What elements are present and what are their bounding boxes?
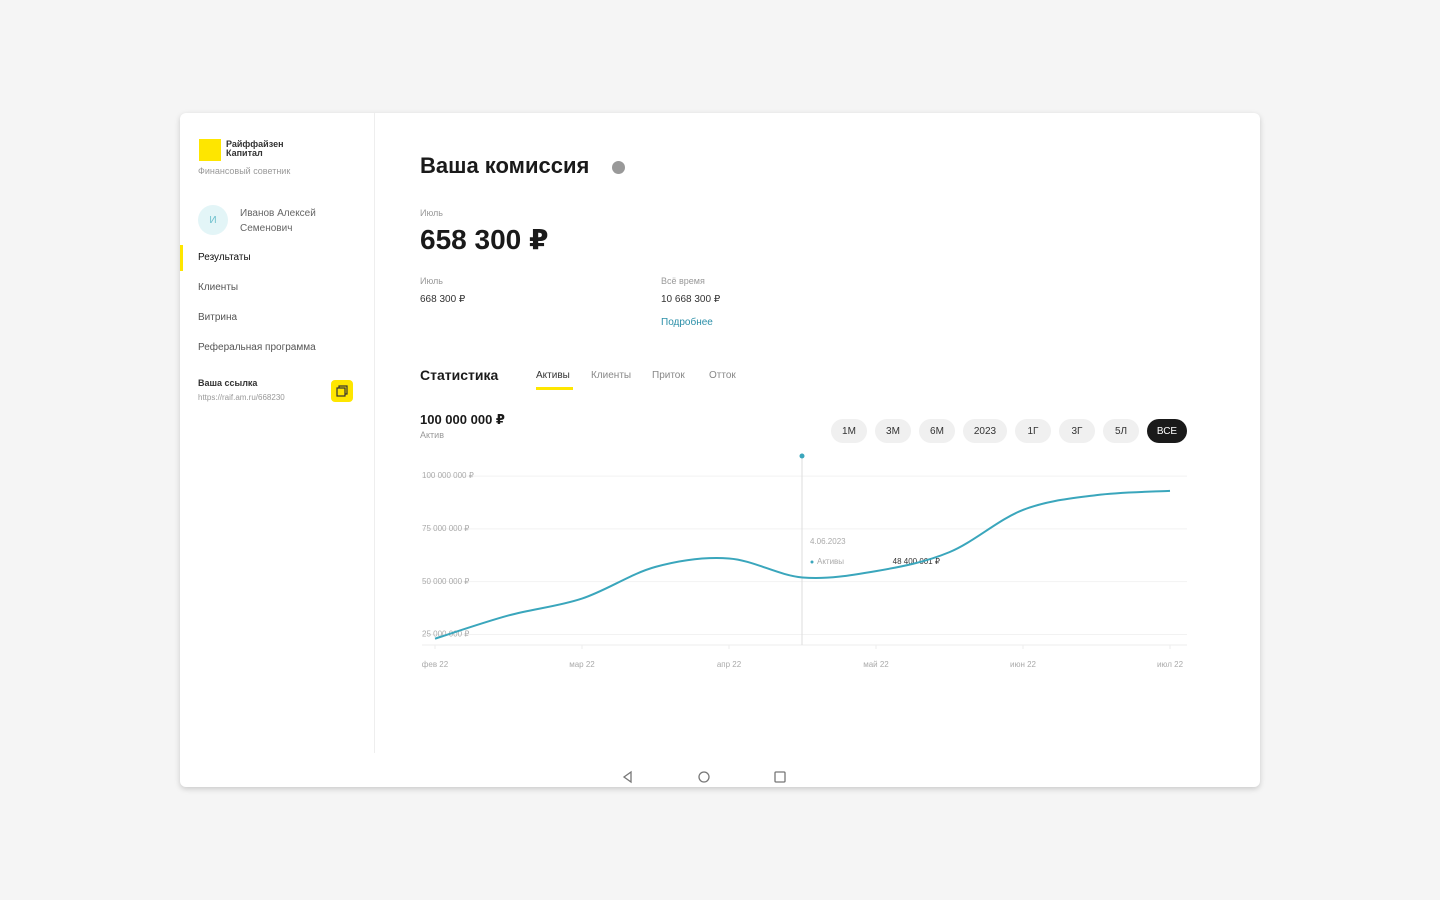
tab-indicator bbox=[536, 387, 573, 390]
tooltip-box bbox=[804, 530, 944, 574]
nav-item[interactable]: Витрина bbox=[198, 312, 238, 323]
nav-item[interactable]: Клиенты bbox=[198, 282, 239, 293]
recents-button[interactable] bbox=[772, 769, 788, 785]
copy-icon bbox=[336, 385, 348, 397]
tooltip-value: 48 400 001 ₽ bbox=[893, 557, 940, 566]
y-tick-label: 75 000 000 ₽ bbox=[422, 524, 469, 533]
period-button[interactable]: 5Л bbox=[1103, 419, 1139, 443]
stats-total-label: Актив bbox=[420, 430, 444, 440]
tab[interactable]: Активы bbox=[536, 370, 570, 381]
x-tick-label: мар 22 bbox=[569, 660, 595, 669]
series-line bbox=[434, 489, 1171, 640]
item-value: 668 300 ₽ bbox=[420, 294, 466, 305]
nav-item[interactable]: Результаты bbox=[198, 252, 251, 263]
sidebar: Райффайзен Капитал Финансовый советник И… bbox=[180, 113, 375, 753]
stats-total: 100 000 000 ₽ bbox=[420, 412, 505, 427]
nav-indicator bbox=[180, 245, 183, 271]
period-button[interactable]: 3М bbox=[875, 419, 911, 443]
logo-sub: Финансовый советник bbox=[198, 166, 291, 176]
y-tick-label: 100 000 000 ₽ bbox=[422, 471, 474, 480]
link-title: Ваша ссылка bbox=[198, 378, 258, 388]
period-selector: 1М 3М 6М 2023 1Г 3Г 5Л ВСЕ bbox=[831, 419, 1187, 443]
copy-button[interactable] bbox=[331, 380, 353, 402]
x-tick-label: май 22 bbox=[863, 660, 889, 669]
nav-item[interactable]: Реферальная программа bbox=[198, 342, 316, 353]
avatar: И bbox=[198, 205, 228, 235]
period-button[interactable]: 2023 bbox=[963, 419, 1007, 443]
stats-title: Статистика bbox=[420, 367, 499, 383]
cursor-dot bbox=[799, 453, 805, 459]
tab[interactable]: Отток bbox=[709, 370, 736, 381]
summary-value: 658 300 ₽ bbox=[420, 224, 549, 255]
home-button[interactable] bbox=[696, 769, 712, 785]
item-label: Всё время bbox=[661, 276, 705, 286]
card: Райффайзен Капитал Финансовый советник И… bbox=[180, 113, 1260, 787]
back-button[interactable] bbox=[620, 769, 636, 785]
summary-label: Июль bbox=[420, 208, 443, 218]
x-tick-label: фев 22 bbox=[422, 660, 449, 669]
period-button[interactable]: 1Г bbox=[1015, 419, 1051, 443]
page-title: Ваша комиссия bbox=[420, 153, 590, 178]
tooltip-dot bbox=[810, 560, 814, 564]
logo: Райффайзен Капитал bbox=[226, 139, 284, 158]
x-tick-label: июн 22 bbox=[1010, 660, 1037, 669]
period-button[interactable]: 3Г bbox=[1059, 419, 1095, 443]
item-label: Июль bbox=[420, 276, 443, 286]
y-tick-label: 25 000 000 ₽ bbox=[422, 630, 469, 639]
period-button[interactable]: 6М bbox=[919, 419, 955, 443]
user-name: Иванов Алексей Семенович bbox=[240, 208, 316, 234]
tooltip-date: 4.06.2023 bbox=[810, 537, 846, 546]
x-tick-label: апр 22 bbox=[717, 660, 742, 669]
item-value: 10 668 300 ₽ bbox=[661, 294, 721, 305]
x-tick-label: июл 22 bbox=[1157, 660, 1184, 669]
y-tick-label: 50 000 000 ₽ bbox=[422, 577, 469, 586]
period-button[interactable]: ВСЕ bbox=[1147, 419, 1187, 443]
android-nav bbox=[620, 769, 788, 785]
more-link[interactable]: Подробнее bbox=[661, 317, 713, 328]
logo-icon bbox=[199, 139, 221, 161]
link-url: https://raif.am.ru/668230 bbox=[198, 393, 285, 402]
tooltip-series: Активы bbox=[817, 557, 844, 566]
period-button[interactable]: 1М bbox=[831, 419, 867, 443]
tab[interactable]: Клиенты bbox=[591, 370, 632, 381]
info-icon[interactable] bbox=[612, 161, 625, 174]
tab[interactable]: Приток bbox=[652, 370, 685, 381]
